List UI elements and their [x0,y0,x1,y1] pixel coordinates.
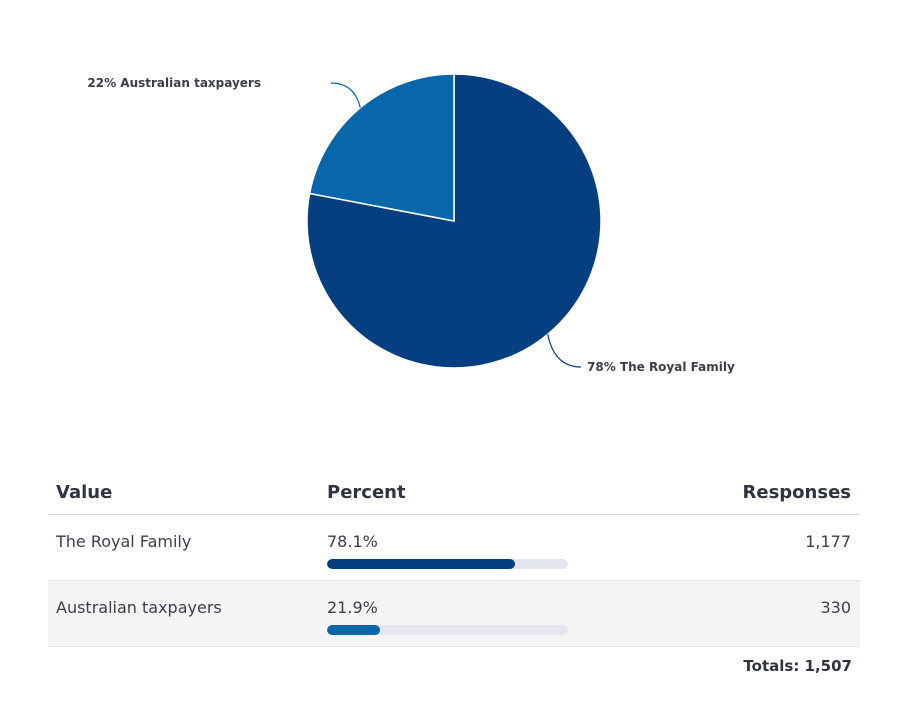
table-header: Value Percent Responses [48,470,860,515]
pie-callout-line [547,334,582,368]
row-percent-text: 21.9% [327,598,378,617]
pie-chart-svg: 78% The Royal Family 22% Australian taxpa… [87,73,735,374]
header-percent: Percent [327,481,406,503]
row-responses: 1,177 [805,532,851,551]
percent-bar-track [327,625,568,635]
pie-callout-line [330,82,361,108]
percent-bar-fill [327,625,380,635]
totals-text: Totals: 1,507 [743,657,852,675]
results-table: Value Percent Responses The Royal Family… [48,470,860,647]
pie-chart: 78% The Royal Family 22% Australian taxpa… [87,73,735,374]
row-percent-cell: 78.1% [327,515,627,580]
row-percent-text: 78.1% [327,532,378,551]
percent-bar-fill [327,559,516,569]
pie-slice-label: 22% Australian taxpayers [87,76,261,90]
percent-bar-track [327,559,568,569]
header-value: Value [56,481,113,503]
table-row: The Royal Family 78.1% 1,177 [48,515,860,581]
pie-slice-label: 78% The Royal Family [587,360,735,374]
header-responses: Responses [742,481,851,503]
pie-slice [308,73,455,222]
row-value: Australian taxpayers [56,598,222,617]
row-value: The Royal Family [56,532,192,551]
table-row: Australian taxpayers 21.9% 330 [48,581,860,647]
row-responses: 330 [820,598,851,617]
row-percent-cell: 21.9% [327,581,627,646]
